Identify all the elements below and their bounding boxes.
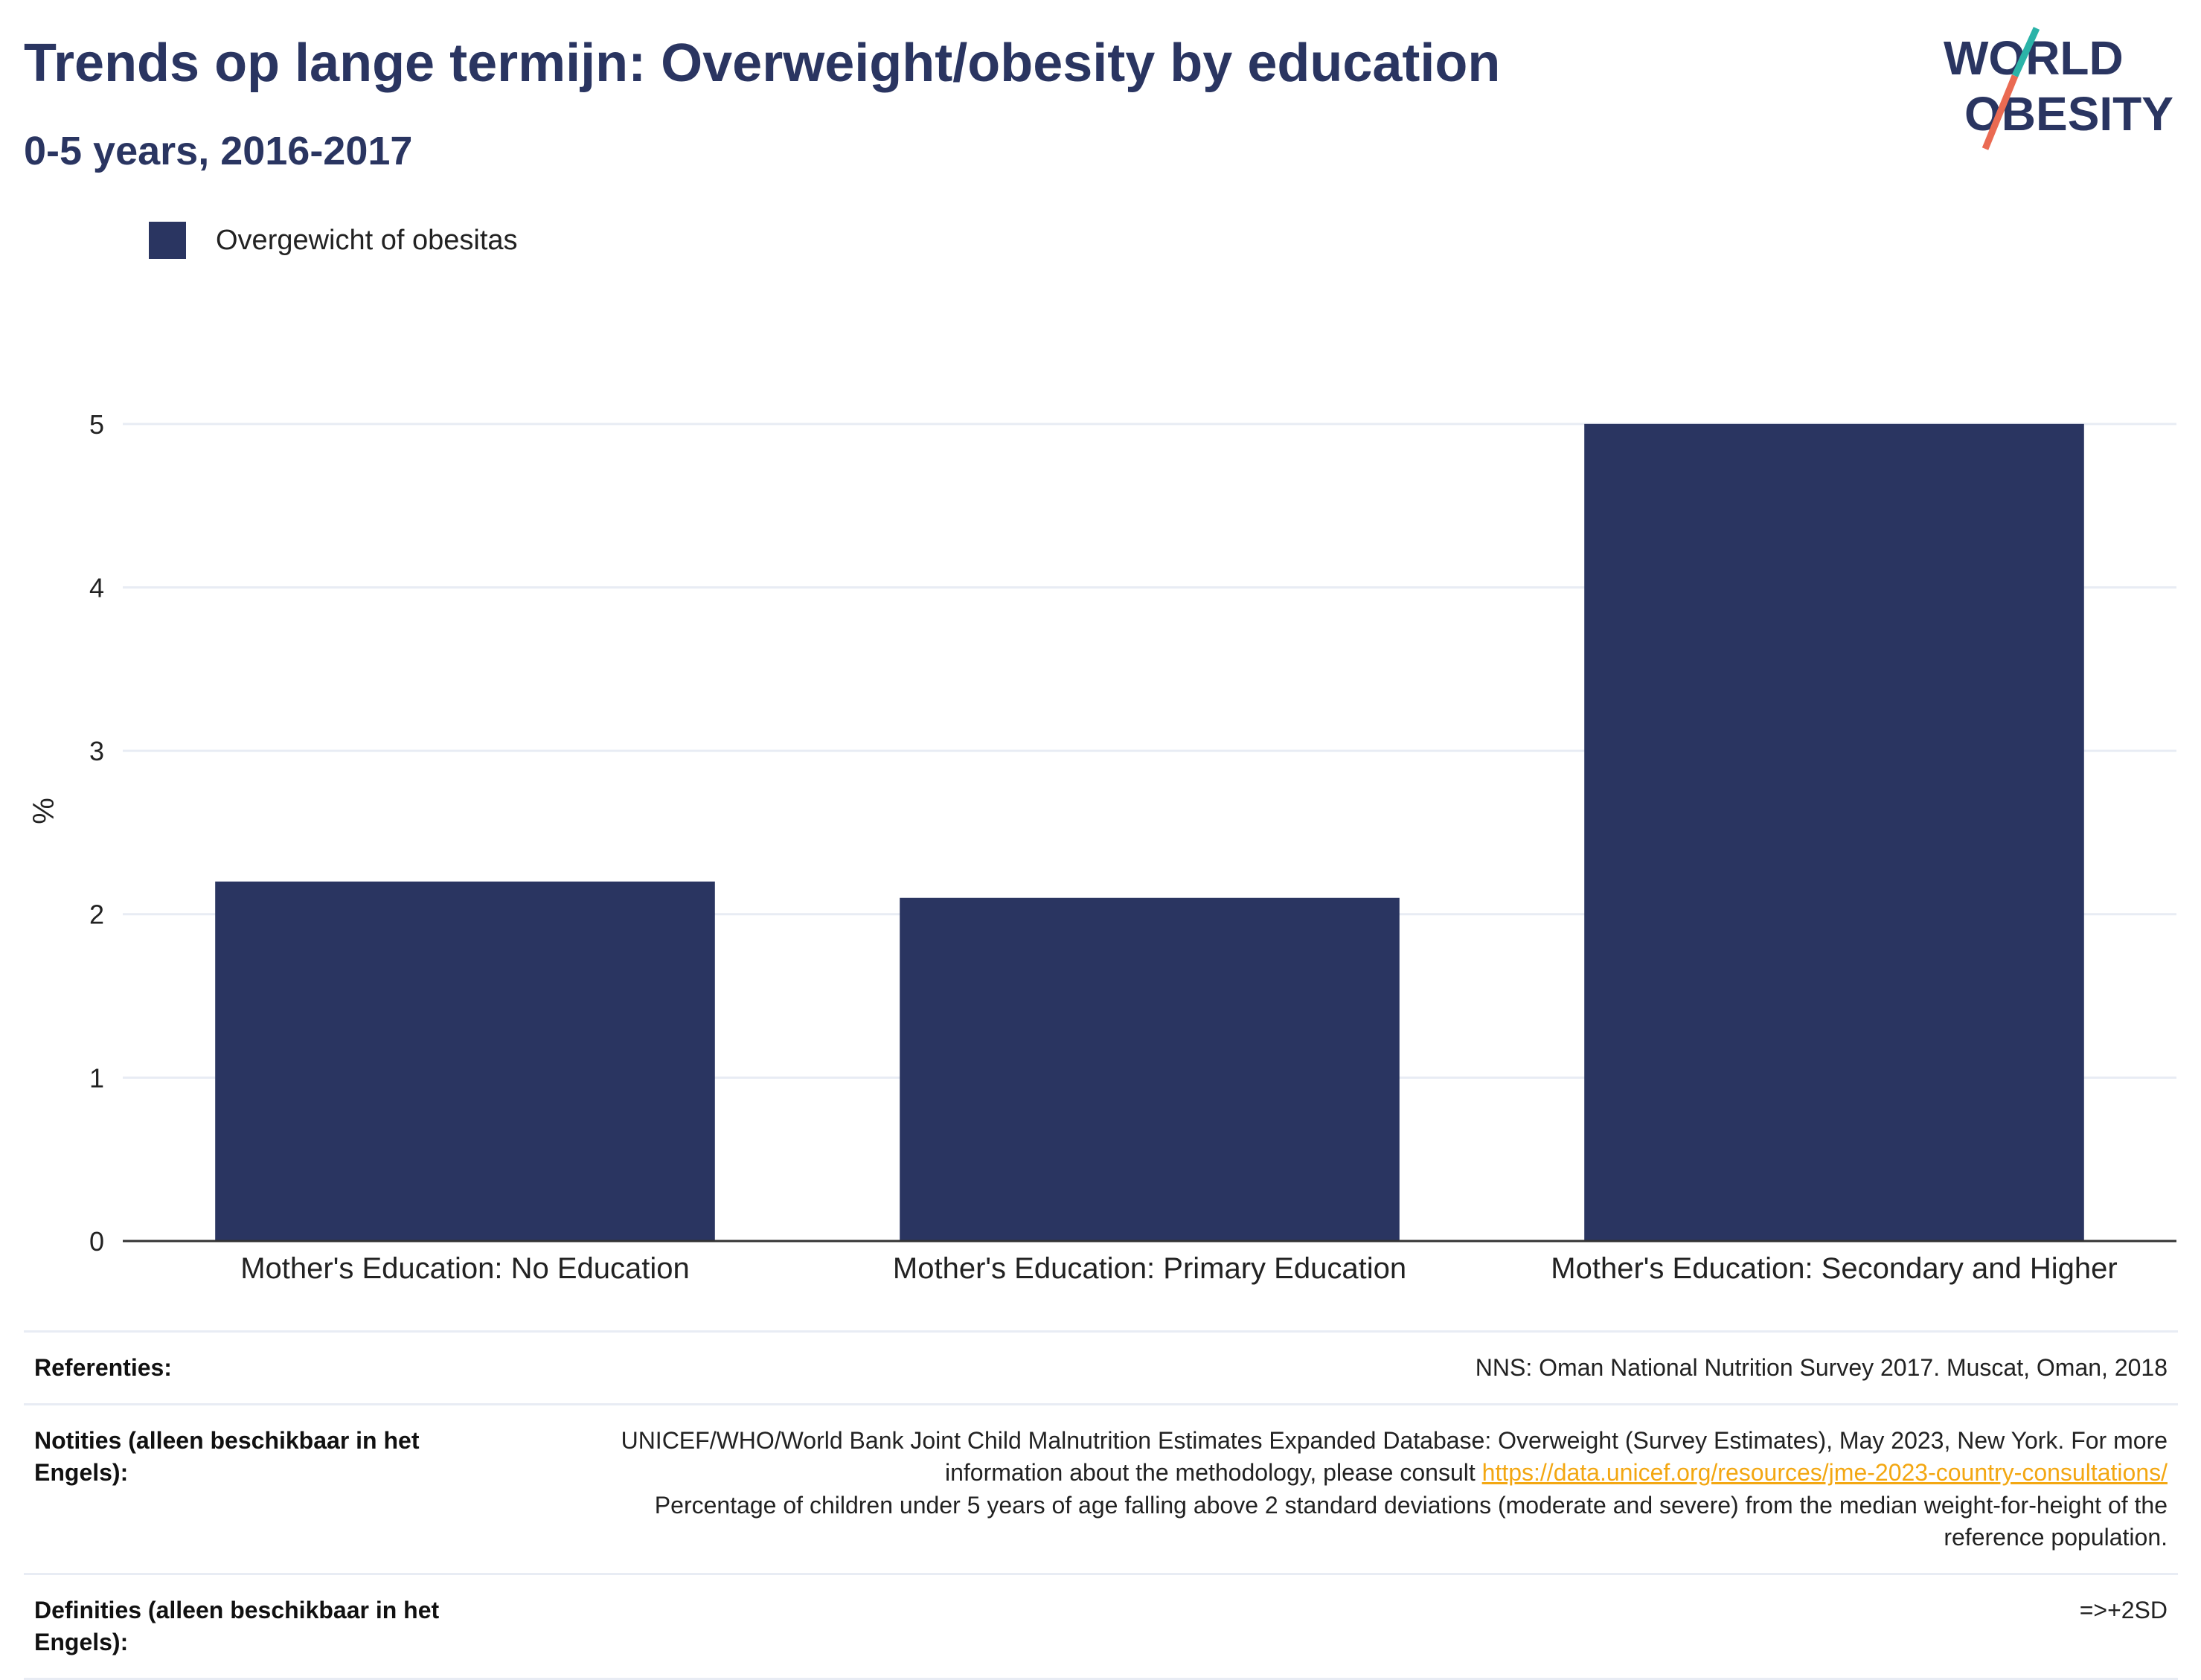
y-tick-label: 2 [89, 900, 104, 930]
y-axis-label: % [28, 798, 60, 824]
x-tick-label: Mother's Education: No Education [240, 1252, 690, 1285]
notes-text-2: Percentage of children under 5 years of … [654, 1491, 2168, 1551]
chart-subtitle: 0-5 years, 2016-2017 [24, 129, 413, 173]
y-tick-label: 1 [89, 1062, 104, 1093]
references-value: NNS: Oman National Nutrition Survey 2017… [1475, 1354, 2168, 1381]
bar[interactable] [215, 881, 715, 1241]
logo-teal-slash [2011, 27, 2040, 77]
x-tick-label: Mother's Education: Primary Education [893, 1252, 1406, 1285]
legend-swatch [149, 222, 186, 259]
legend: Overgewicht of obesitas [149, 222, 518, 259]
bar[interactable] [1584, 423, 2084, 1242]
logo-coral-slash [1981, 74, 2019, 150]
notes-row: Notities (alleen beschikbaar in het Enge… [24, 1403, 2178, 1573]
y-tick-labels: 0 1 2 3 4 5 [89, 409, 104, 1257]
x-tick-label: Mother's Education: Secondary and Higher [1551, 1252, 2117, 1285]
y-tick-label: 5 [89, 409, 104, 440]
notes-link[interactable]: https://data.unicef.org/resources/jme-20… [1481, 1459, 2168, 1487]
bars [215, 423, 2084, 1242]
world-obesity-logo: WORLD OBESITY [1944, 27, 2173, 150]
definitions-label: Definities (alleen beschikbaar in het En… [34, 1596, 440, 1656]
y-tick-label: 0 [89, 1226, 104, 1257]
references-row: Referenties: NNS: Oman National Nutritio… [24, 1330, 2178, 1403]
bar[interactable] [900, 897, 1400, 1241]
notes-value: UNICEF/WHO/World Bank Joint Child Malnut… [575, 1425, 2168, 1554]
metadata-table: Referenties: NNS: Oman National Nutritio… [24, 1330, 2178, 1680]
notes-label: Notities (alleen beschikbaar in het Enge… [34, 1427, 420, 1487]
y-tick-label: 4 [89, 572, 104, 603]
legend-label: Overgewicht of obesitas [216, 224, 518, 256]
definitions-value: =>+2SD [2079, 1596, 2168, 1623]
x-tick-labels: Mother's Education: No Education Mother's… [240, 1252, 2117, 1285]
y-tick-label: 3 [89, 736, 104, 766]
definitions-row: Definities (alleen beschikbaar in het En… [24, 1572, 2178, 1680]
references-label: Referenties: [34, 1354, 172, 1381]
chart-title: Trends op lange termijn: Overweight/obes… [24, 33, 1501, 93]
notes-text-1: UNICEF/WHO/World Bank Joint Child Malnut… [621, 1427, 2168, 1487]
